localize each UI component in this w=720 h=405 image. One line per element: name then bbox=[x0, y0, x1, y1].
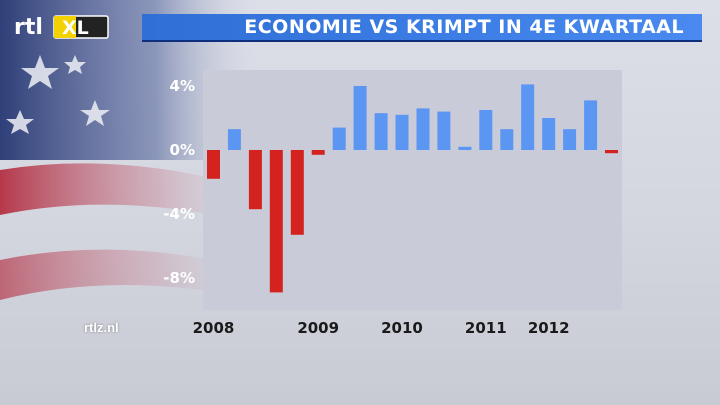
bar-12 bbox=[437, 111, 451, 150]
rtl-xl-logo: rtl XL bbox=[14, 15, 109, 40]
bar-6 bbox=[311, 150, 325, 155]
chart-title: ECONOMIE VS KRIMPT IN 4E KWARTAAL bbox=[244, 16, 684, 38]
bar-19 bbox=[584, 100, 598, 150]
x-tick-label: 2012 bbox=[528, 319, 570, 337]
bar-4 bbox=[269, 150, 283, 293]
bar-13 bbox=[458, 146, 472, 150]
bar-18 bbox=[563, 129, 577, 150]
y-tick-label: 0% bbox=[170, 141, 195, 159]
bar-20 bbox=[605, 150, 618, 154]
x-tick-label: 2009 bbox=[297, 319, 339, 337]
bar-3 bbox=[248, 150, 262, 210]
bar-16 bbox=[521, 84, 535, 150]
bar-9 bbox=[374, 113, 388, 150]
site-label: rtlz.nl bbox=[84, 320, 119, 335]
bar-10 bbox=[395, 114, 409, 150]
bar-2 bbox=[227, 129, 241, 150]
x-tick-label: 2008 bbox=[193, 319, 235, 337]
bar-1 bbox=[207, 150, 220, 179]
y-tick-label: -4% bbox=[163, 205, 195, 223]
bar-14 bbox=[479, 110, 493, 150]
bar-7 bbox=[332, 127, 346, 150]
x-tick-label: 2010 bbox=[381, 319, 423, 337]
bar-11 bbox=[416, 108, 430, 150]
logo-brand-text: rtl bbox=[14, 15, 43, 40]
title-bar: ECONOMIE VS KRIMPT IN 4E KWARTAAL bbox=[142, 14, 702, 42]
y-tick-label: -8% bbox=[163, 269, 195, 287]
bar-5 bbox=[290, 150, 304, 235]
y-tick-label: 4% bbox=[170, 77, 195, 95]
bar-15 bbox=[500, 129, 514, 150]
bar-8 bbox=[353, 86, 367, 150]
bar-17 bbox=[542, 118, 556, 150]
logo-suffix-text: XL bbox=[62, 17, 89, 39]
bar-chart: 4% 0% -4% -8% 2008 2009 2010 2011 2012 bbox=[163, 70, 622, 337]
plot-area bbox=[203, 70, 622, 310]
x-tick-label: 2011 bbox=[465, 319, 507, 337]
